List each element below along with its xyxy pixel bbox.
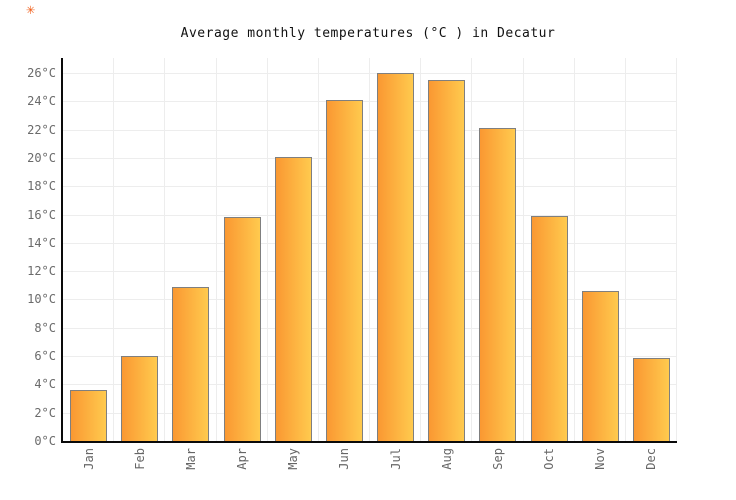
y-tick-label: 6°C [34, 349, 56, 364]
horizontal-gridline [63, 129, 677, 131]
vertical-gridline [164, 58, 165, 441]
horizontal-gridline [63, 73, 677, 74]
vertical-gridline [676, 58, 677, 441]
vertical-gridline [369, 58, 370, 441]
x-tick-label-nov: Nov [593, 448, 608, 470]
y-tick-label: 10°C [27, 292, 56, 307]
bar-may [274, 156, 312, 441]
y-tick-label: 24°C [27, 94, 56, 109]
x-tick-label-jul: Jul [388, 448, 403, 470]
horizontal-gridline [63, 242, 677, 244]
horizontal-gridline [63, 384, 677, 386]
y-tick-label: 18°C [27, 179, 56, 194]
bar-jan [70, 390, 108, 441]
bar-jul [377, 73, 415, 441]
vertical-gridline [216, 58, 217, 441]
x-tick-label-may: May [286, 448, 301, 470]
horizontal-gridline [63, 157, 677, 159]
horizontal-gridline [63, 356, 677, 358]
bar-feb [121, 356, 159, 441]
bar-dec [632, 357, 670, 441]
x-tick-label-feb: Feb [132, 448, 147, 470]
bar-oct [530, 215, 568, 441]
x-tick-label-dec: Dec [644, 448, 659, 470]
corner-asterisk-icon: ✳ [26, 0, 36, 18]
bar-nov [581, 290, 619, 441]
vertical-gridline [471, 58, 472, 441]
y-tick-label: 4°C [34, 377, 56, 392]
y-tick-label: 2°C [34, 405, 56, 420]
x-tick-label-jun: Jun [337, 448, 352, 470]
y-tick-label: 22°C [27, 122, 56, 137]
bar-jun [325, 99, 363, 441]
horizontal-gridline [63, 412, 677, 414]
plot-area [61, 58, 677, 443]
x-tick-label-mar: Mar [183, 448, 198, 470]
x-tick-label-oct: Oct [542, 448, 557, 470]
x-tick-label-sep: Sep [490, 448, 505, 470]
y-tick-label: 12°C [27, 264, 56, 279]
y-tick-label: 16°C [27, 207, 56, 222]
x-tick-label-aug: Aug [439, 448, 454, 470]
vertical-gridline [420, 58, 421, 441]
y-tick-label: 26°C [27, 66, 56, 80]
bar-mar [172, 286, 210, 441]
bar-apr [223, 217, 261, 441]
vertical-gridline [113, 58, 114, 441]
horizontal-gridline [63, 214, 677, 216]
vertical-gridline [267, 58, 268, 441]
vertical-gridline [625, 58, 626, 441]
x-tick-label-apr: Apr [235, 448, 250, 470]
horizontal-gridline [63, 271, 677, 273]
chart-title: Average monthly temperatures (°C ) in De… [180, 26, 556, 41]
x-tick-label-jan: Jan [81, 448, 96, 470]
vertical-gridline [318, 58, 319, 441]
bar-sep [479, 128, 517, 441]
y-tick-label: 14°C [27, 235, 56, 250]
bar-aug [428, 80, 466, 441]
horizontal-gridline [63, 101, 677, 103]
vertical-gridline [523, 58, 524, 441]
horizontal-gridline [63, 327, 677, 329]
horizontal-gridline [63, 186, 677, 188]
horizontal-gridline [63, 299, 677, 301]
vertical-gridline [574, 58, 575, 441]
y-tick-label: 20°C [27, 150, 56, 165]
y-tick-label: 8°C [34, 320, 56, 335]
y-tick-label: 0°C [34, 434, 56, 448]
